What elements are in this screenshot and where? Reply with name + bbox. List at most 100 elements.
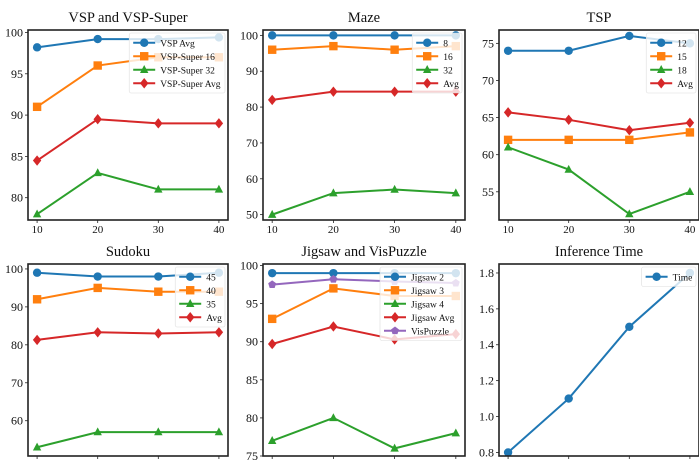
x-tick-label: 20 [328, 224, 340, 236]
series-line [36, 431, 219, 449]
y-tick-label: 50 [246, 208, 258, 222]
y-tick-label: 60 [482, 148, 494, 162]
legend-label: 45 [206, 273, 216, 283]
data-point [214, 327, 224, 338]
legend-marker [423, 52, 432, 61]
series-line [36, 331, 219, 341]
y-tick-label: 75 [482, 36, 494, 50]
data-point [390, 45, 399, 54]
data-point [32, 43, 42, 52]
data-point [685, 187, 695, 195]
subplot-sudoku: Sudoku 10 20 30 40 60 70 80 90 100 45 40 35 Avg [5, 244, 229, 462]
data-point [625, 124, 634, 136]
legend-label: 32 [443, 66, 453, 76]
axes-frame [27, 263, 229, 457]
x-tick-label: 40 [450, 224, 462, 236]
data-point [625, 135, 634, 145]
chart-title: Inference Time [555, 244, 643, 260]
data-point [214, 184, 224, 193]
x-tick-label: 20 [92, 224, 104, 236]
x-tick-label: 30 [389, 460, 401, 462]
axes-frame [262, 29, 466, 221]
y-tick-label: 1.8 [479, 266, 494, 280]
data-point [267, 94, 277, 106]
data-point [564, 46, 573, 55]
data-point [32, 209, 42, 218]
x-tick-label: 20 [563, 224, 575, 236]
legend-label: 12 [677, 39, 687, 49]
y-tick-label: 100 [240, 259, 258, 273]
data-point [268, 280, 277, 288]
legend-marker [657, 78, 666, 89]
legend-label: Jigsaw 4 [411, 300, 444, 310]
legend-marker [390, 299, 400, 307]
legend-label: 8 [443, 39, 448, 49]
series-18 [503, 142, 695, 218]
data-point [329, 31, 338, 40]
y-tick-label: 90 [11, 108, 23, 122]
chart-title: Maze [348, 10, 380, 26]
x-tick-label: 30 [389, 224, 401, 236]
data-point [503, 46, 513, 55]
legend-marker [657, 38, 666, 47]
y-tick-label: 60 [11, 414, 23, 428]
legend-marker [140, 78, 149, 89]
legend-label: Time [673, 273, 693, 283]
data-point [93, 327, 102, 338]
legend-marker [186, 299, 195, 307]
x-tick-label: 20 [92, 460, 104, 462]
legend-label: VSP-Super 32 [160, 66, 215, 76]
y-tick-label: 0.8 [479, 445, 494, 459]
legend-box [641, 266, 697, 287]
legend: 8 16 32 Avg [411, 32, 463, 94]
series-avg [32, 327, 224, 346]
chart-title: Sudoku [106, 244, 150, 260]
subplot-inference-time: Inference Time 10 20 30 40 0.8 1.0 1.2 1.4 1.6 1.8… [479, 244, 699, 462]
data-point [390, 31, 399, 40]
x-tick-label: 40 [213, 224, 225, 236]
data-point [154, 427, 163, 436]
data-point [154, 118, 163, 129]
data-point [625, 31, 634, 41]
series-jigsaw-4 [267, 413, 461, 452]
legend-label: Avg [206, 314, 222, 324]
data-point [329, 275, 338, 283]
legend-label: VSP-Super Avg [160, 80, 221, 90]
y-tick-label: 85 [246, 373, 258, 387]
y-tick-label: 85 [11, 149, 23, 163]
legend-label: 40 [206, 287, 216, 297]
data-point [625, 209, 634, 218]
data-point [564, 394, 573, 403]
y-tick-label: 95 [11, 67, 23, 81]
y-tick-label: 100 [240, 28, 258, 42]
y-tick-label: 65 [482, 111, 494, 125]
data-point [214, 118, 224, 129]
y-tick-label: 70 [246, 136, 258, 150]
x-tick-label: 10 [503, 460, 515, 462]
data-point [154, 272, 163, 281]
legend-label: 15 [677, 53, 687, 63]
legend: Jigsaw 2 Jigsaw 3 Jigsaw 4 Jigsaw Avg VisPuz… [379, 266, 463, 341]
data-point [503, 142, 513, 151]
legend-label: 35 [206, 300, 216, 310]
legend-marker [186, 286, 195, 295]
data-point [32, 442, 42, 451]
y-tick-label: 80 [246, 100, 258, 114]
data-point [267, 436, 277, 444]
x-tick-label: 10 [32, 224, 44, 236]
data-point [451, 428, 461, 437]
x-tick-label: 40 [684, 224, 696, 236]
legend-box [411, 32, 463, 94]
y-tick-label: 100 [5, 262, 23, 276]
legend-label: Avg [443, 80, 459, 90]
series-vsp-super-32 [32, 168, 224, 218]
x-tick-label: 30 [624, 460, 636, 462]
series-line [271, 188, 456, 216]
series-line [508, 131, 691, 141]
legend-marker [423, 65, 432, 73]
x-tick-label: 30 [153, 460, 165, 462]
data-point [93, 114, 102, 125]
data-point [32, 102, 42, 112]
data-point [329, 284, 338, 293]
